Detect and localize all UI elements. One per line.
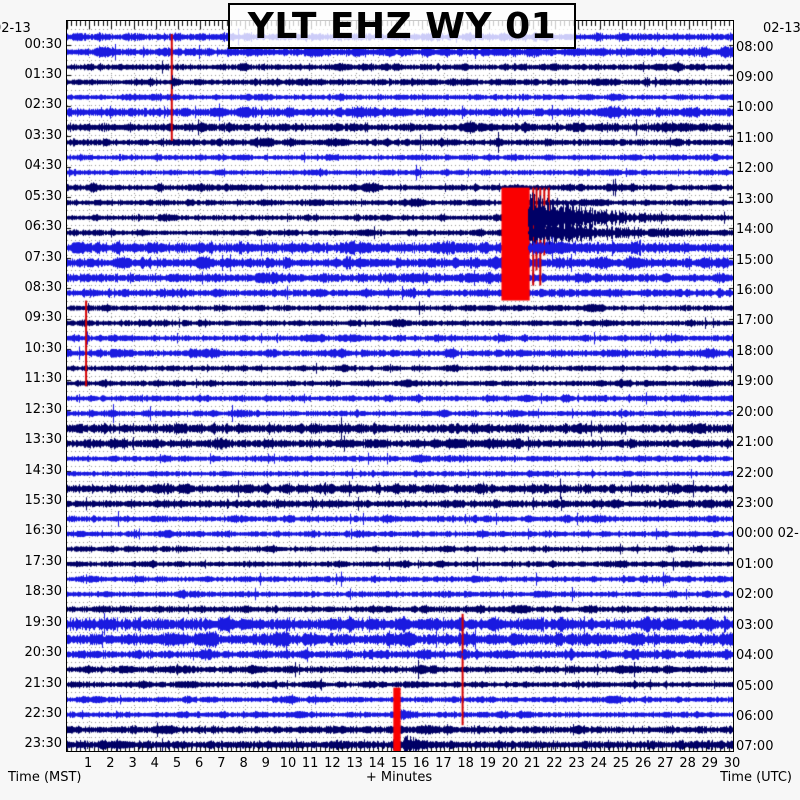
date-label-top-left: 02-13 [0,21,31,36]
minute-tick-label: 1 [84,756,93,771]
left-time-label: 11:30 [24,371,62,387]
right-time-label: 08:00 [736,39,774,55]
seismogram-canvas [67,21,733,751]
left-time-label: 09:30 [24,310,62,326]
minute-tick-label: 6 [195,756,204,771]
left-time-label: 13:30 [24,432,62,448]
right-time-label: 07:00 [736,739,774,755]
minute-tick-label: 27 [657,756,674,771]
right-time-label: 22:00 [736,465,774,481]
left-time-label: 19:30 [24,614,62,630]
minute-tick-label: 2 [106,756,115,771]
left-time-label: 21:30 [24,675,62,691]
left-time-label: 01:30 [24,66,62,82]
right-time-label: 17:00 [736,313,774,329]
minute-tick-label: 9 [261,756,270,771]
minute-tick-label: 11 [301,756,319,771]
right-time-label: 00:00 02-14 [736,526,800,542]
left-time-label: 05:30 [24,188,62,204]
right-time-label: 02:00 [736,587,774,603]
left-time-label: 07:30 [24,249,62,265]
left-time-label: 04:30 [24,158,62,174]
left-time-label: 14:30 [24,462,62,478]
minute-tick-label: 26 [634,756,652,771]
right-time-label: 18:00 [736,343,774,359]
minute-tick-label: 29 [701,756,719,771]
right-time-label: 23:00 [736,495,774,511]
axis-caption-minutes: + Minutes [365,770,433,785]
left-time-label: 20:30 [24,645,62,661]
minute-tick-label: 28 [679,756,696,771]
minute-tick-label: 25 [612,756,630,771]
left-time-label: 12:30 [24,401,62,417]
right-time-label: 09:00 [736,69,774,85]
left-time-label: 15:30 [24,492,62,508]
right-time-label: 20:00 [736,404,774,420]
minute-tick-label: 24 [590,756,608,771]
left-time-label: 06:30 [24,219,62,235]
left-time-label: 22:30 [24,705,62,721]
left-time-label: 00:30 [24,36,62,52]
minute-tick-label: 22 [546,756,563,771]
minute-tick-label: 20 [501,756,519,771]
right-time-label: 03:00 [736,617,774,633]
minute-tick-label: 14 [368,756,386,771]
minute-tick-label: 10 [279,756,297,771]
right-time-label: 10:00 [736,100,774,116]
minute-tick-label: 17 [435,756,452,771]
minute-tick-label: 3 [128,756,137,771]
left-time-label: 02:30 [24,97,62,113]
minute-tick-label: 4 [150,756,159,771]
minute-tick-label: 23 [568,756,585,771]
left-time-label: 10:30 [24,340,62,356]
right-time-label: 01:00 [736,556,774,572]
left-time-label: 17:30 [24,553,62,569]
right-time-label: 19:00 [736,374,774,390]
right-time-label: 04:00 [736,648,774,664]
left-time-label: 23:30 [24,736,62,752]
left-time-label: 16:30 [24,523,62,539]
minute-tick-label: 30 [723,756,741,771]
minute-tick-label: 16 [412,756,430,771]
right-time-label: 06:00 [736,708,774,724]
minute-tick-label: 15 [390,756,408,771]
right-time-label: 16:00 [736,282,774,298]
right-time-label: 05:00 [736,678,774,694]
station-title-box: YLT EHZ WY 01 [228,3,576,49]
left-time-label: 08:30 [24,279,62,295]
right-time-label: 11:00 [736,130,774,146]
right-time-label: 21:00 [736,435,774,451]
left-time-label: 18:30 [24,584,62,600]
minute-tick-label: 8 [239,756,248,771]
right-time-label: 15:00 [736,252,774,268]
minute-tick-label: 5 [172,756,182,771]
minute-tick-label: 18 [457,756,474,771]
axis-caption-mst: Time (MST) [8,770,82,785]
right-time-label: 12:00 [736,161,774,177]
right-time-label: 13:00 [736,191,774,207]
minute-tick-label: 21 [523,756,541,771]
axis-caption-utc: Time (UTC) [720,770,792,785]
minute-tick-label: 13 [346,756,363,771]
left-time-label: 03:30 [24,127,62,143]
minute-tick-label: 12 [324,756,341,771]
station-title: YLT EHZ WY 01 [247,5,557,47]
right-time-label: 14:00 [736,222,774,238]
minute-tick-label: 7 [217,756,226,771]
minute-tick-label: 19 [479,756,497,771]
date-label-top-right: 02-13 [763,21,800,36]
